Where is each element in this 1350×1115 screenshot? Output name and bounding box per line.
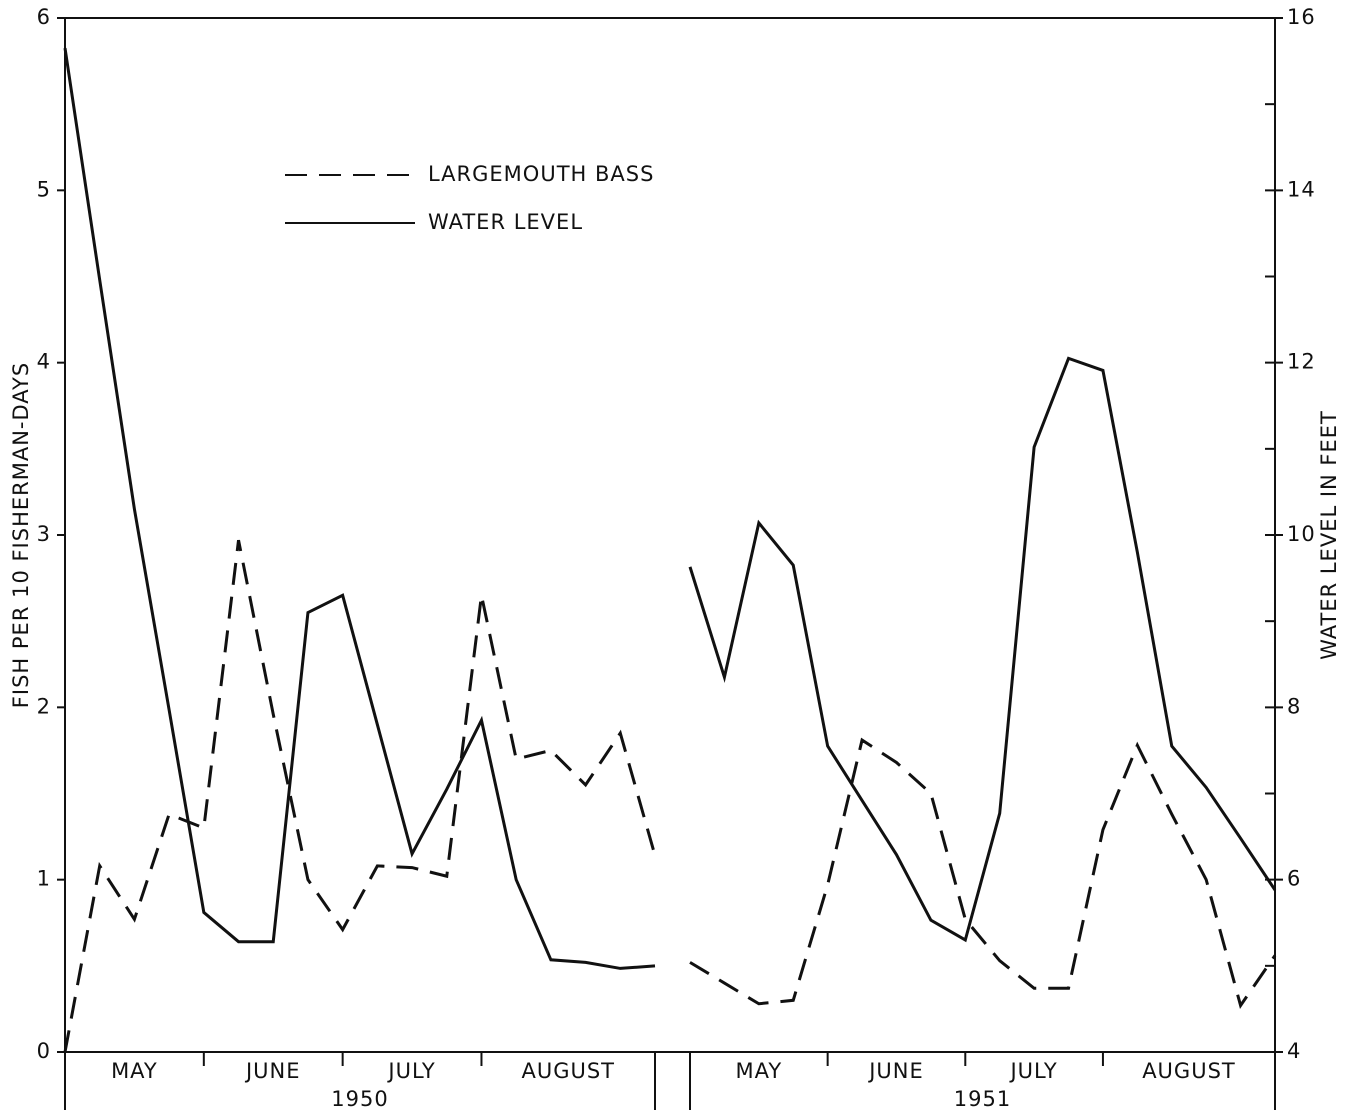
- y-tick-label: 6: [37, 5, 51, 29]
- month-label: JUNE: [244, 1059, 301, 1083]
- series-line: [689, 737, 1277, 1009]
- y2-tick-label: 8: [1287, 694, 1301, 718]
- series-line: [63, 47, 656, 970]
- y-tick-label: 1: [37, 867, 51, 891]
- month-label: JULY: [386, 1059, 435, 1083]
- y-tick-label: 2: [37, 694, 51, 718]
- y2-tick-label: 14: [1287, 177, 1316, 201]
- y-axis-label: FISH PER 10 FISHERMAN-DAYS: [9, 362, 33, 708]
- month-label: JUNE: [867, 1059, 924, 1083]
- year-label: 1950: [331, 1087, 388, 1111]
- y2-tick-label: 12: [1287, 350, 1316, 374]
- series-line: [63, 539, 657, 1053]
- year-label: 1951: [954, 1087, 1011, 1111]
- month-label: AUGUST: [1142, 1059, 1236, 1083]
- month-label: JULY: [1008, 1059, 1057, 1083]
- legend-label: LARGEMOUTH BASS: [428, 162, 654, 186]
- y-tick-label: 3: [37, 522, 51, 546]
- y-tick-label: 4: [37, 350, 51, 374]
- y2-tick-label: 16: [1287, 5, 1316, 29]
- month-label: MAY: [111, 1059, 158, 1083]
- y-tick-label: 0: [37, 1039, 51, 1063]
- y2-axis-label: WATER LEVEL IN FEET: [1317, 410, 1341, 660]
- y2-tick-label: 4: [1287, 1039, 1301, 1063]
- month-label: AUGUST: [521, 1059, 615, 1083]
- y2-tick-label: 10: [1287, 522, 1316, 546]
- month-label: MAY: [735, 1059, 782, 1083]
- legend-label: WATER LEVEL: [428, 210, 583, 234]
- series-line: [688, 356, 1277, 943]
- y-tick-label: 5: [37, 177, 51, 201]
- y2-tick-label: 6: [1287, 867, 1301, 891]
